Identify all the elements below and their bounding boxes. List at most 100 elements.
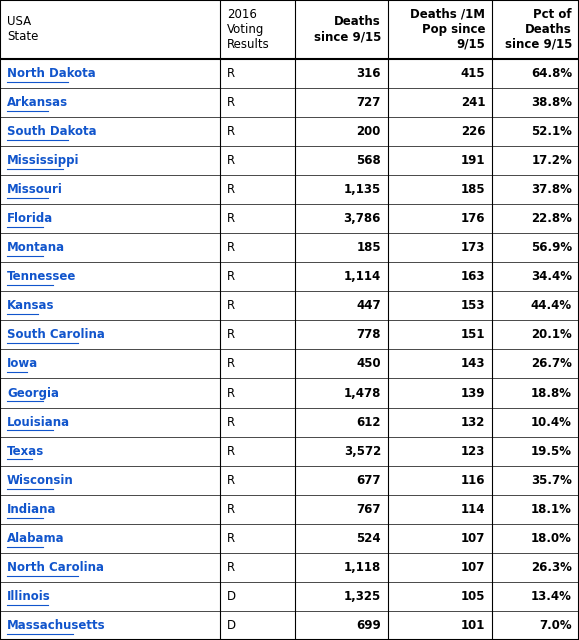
Text: R: R: [227, 241, 235, 254]
Text: 52.1%: 52.1%: [531, 125, 572, 138]
Text: 151: 151: [461, 328, 485, 341]
Text: R: R: [227, 154, 235, 167]
Text: 1,118: 1,118: [344, 561, 381, 574]
Text: D: D: [227, 619, 236, 632]
Text: R: R: [227, 474, 235, 486]
Text: 185: 185: [460, 183, 485, 196]
Text: 3,786: 3,786: [343, 212, 381, 225]
Text: Iowa: Iowa: [7, 358, 38, 371]
Text: 2016
Voting
Results: 2016 Voting Results: [227, 8, 270, 51]
Text: 123: 123: [461, 445, 485, 458]
Text: 191: 191: [461, 154, 485, 167]
Text: 26.3%: 26.3%: [531, 561, 572, 574]
Text: North Carolina: North Carolina: [7, 561, 104, 574]
Text: 105: 105: [461, 590, 485, 603]
Text: 153: 153: [461, 300, 485, 312]
Text: 241: 241: [461, 96, 485, 109]
Text: Florida: Florida: [7, 212, 53, 225]
Text: 677: 677: [357, 474, 381, 486]
Text: Wisconsin: Wisconsin: [7, 474, 74, 486]
Text: 415: 415: [460, 67, 485, 80]
Text: Pct of
Deaths
since 9/15: Pct of Deaths since 9/15: [505, 8, 572, 51]
Text: R: R: [227, 300, 235, 312]
Text: Deaths
since 9/15: Deaths since 9/15: [314, 15, 381, 44]
Text: 1,325: 1,325: [344, 590, 381, 603]
Text: 34.4%: 34.4%: [531, 270, 572, 284]
Text: 101: 101: [461, 619, 485, 632]
Text: Illinois: Illinois: [7, 590, 51, 603]
Text: R: R: [227, 532, 235, 545]
Text: 3,572: 3,572: [344, 445, 381, 458]
Text: 524: 524: [356, 532, 381, 545]
Text: Deaths /1M
Pop since
9/15: Deaths /1M Pop since 9/15: [410, 8, 485, 51]
Text: R: R: [227, 387, 235, 399]
Text: 767: 767: [357, 503, 381, 516]
Text: Montana: Montana: [7, 241, 65, 254]
Text: Mississippi: Mississippi: [7, 154, 79, 167]
Text: R: R: [227, 328, 235, 341]
Text: 447: 447: [356, 300, 381, 312]
Text: 727: 727: [357, 96, 381, 109]
Text: 107: 107: [461, 561, 485, 574]
Text: Tennessee: Tennessee: [7, 270, 76, 284]
Text: R: R: [227, 212, 235, 225]
Text: Kansas: Kansas: [7, 300, 54, 312]
Text: 1,478: 1,478: [343, 387, 381, 399]
Text: 116: 116: [461, 474, 485, 486]
Text: R: R: [227, 183, 235, 196]
Text: 37.8%: 37.8%: [531, 183, 572, 196]
Text: North Dakota: North Dakota: [7, 67, 96, 80]
Text: South Dakota: South Dakota: [7, 125, 97, 138]
Text: Indiana: Indiana: [7, 503, 56, 516]
Text: 17.2%: 17.2%: [532, 154, 572, 167]
Text: South Carolina: South Carolina: [7, 328, 105, 341]
Text: 612: 612: [357, 415, 381, 429]
Text: 143: 143: [461, 358, 485, 371]
Text: Texas: Texas: [7, 445, 44, 458]
Text: 226: 226: [461, 125, 485, 138]
Text: 568: 568: [356, 154, 381, 167]
Text: 18.8%: 18.8%: [531, 387, 572, 399]
Text: R: R: [227, 415, 235, 429]
Text: 35.7%: 35.7%: [531, 474, 572, 486]
Text: 316: 316: [357, 67, 381, 80]
Text: 19.5%: 19.5%: [531, 445, 572, 458]
Text: Alabama: Alabama: [7, 532, 65, 545]
Text: Arkansas: Arkansas: [7, 96, 68, 109]
Text: 132: 132: [461, 415, 485, 429]
Text: 13.4%: 13.4%: [531, 590, 572, 603]
Text: 114: 114: [461, 503, 485, 516]
Text: 44.4%: 44.4%: [531, 300, 572, 312]
Text: 26.7%: 26.7%: [531, 358, 572, 371]
Text: 1,114: 1,114: [344, 270, 381, 284]
Text: 18.0%: 18.0%: [531, 532, 572, 545]
Text: 163: 163: [461, 270, 485, 284]
Text: Massachusetts: Massachusetts: [7, 619, 105, 632]
Text: 185: 185: [356, 241, 381, 254]
Text: 7.0%: 7.0%: [540, 619, 572, 632]
Text: R: R: [227, 125, 235, 138]
Text: 10.4%: 10.4%: [531, 415, 572, 429]
Text: 173: 173: [461, 241, 485, 254]
Text: Louisiana: Louisiana: [7, 415, 70, 429]
Text: 450: 450: [356, 358, 381, 371]
Text: 38.8%: 38.8%: [531, 96, 572, 109]
Text: R: R: [227, 445, 235, 458]
Text: 699: 699: [356, 619, 381, 632]
Text: R: R: [227, 67, 235, 80]
Text: 18.1%: 18.1%: [531, 503, 572, 516]
Text: 56.9%: 56.9%: [531, 241, 572, 254]
Text: 107: 107: [461, 532, 485, 545]
Text: 20.1%: 20.1%: [532, 328, 572, 341]
Text: 176: 176: [461, 212, 485, 225]
Text: 200: 200: [357, 125, 381, 138]
Text: R: R: [227, 270, 235, 284]
Text: 22.8%: 22.8%: [531, 212, 572, 225]
Text: R: R: [227, 561, 235, 574]
Text: D: D: [227, 590, 236, 603]
Text: 64.8%: 64.8%: [531, 67, 572, 80]
Text: 139: 139: [461, 387, 485, 399]
Text: Missouri: Missouri: [7, 183, 63, 196]
Text: R: R: [227, 503, 235, 516]
Text: USA
State: USA State: [7, 15, 38, 44]
